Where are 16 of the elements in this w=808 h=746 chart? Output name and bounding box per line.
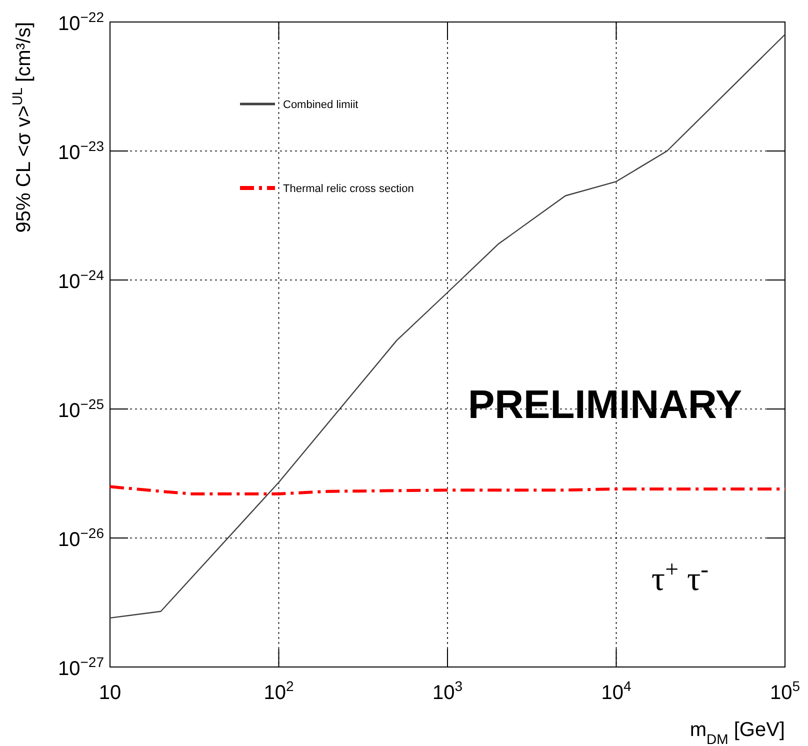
annotation: τ$^{+}$ τ$^{-}$ [651, 557, 709, 598]
x-axis-title: m$_{DM}$ [GeV] [690, 719, 785, 746]
y-tick-label: 10$^{−26}$ [58, 525, 104, 551]
x-tick-label: 10$^{4}$ [601, 678, 632, 704]
annotation: PRELIMINARY [468, 383, 742, 427]
y-tick-label: 10$^{−25}$ [58, 396, 104, 422]
x-tick-label: 10$^{5}$ [770, 678, 800, 704]
x-tick-label: 10$^{3}$ [432, 678, 463, 704]
legend-label: Combined limiit [283, 99, 358, 111]
y-tick-label: 10$^{−24}$ [58, 267, 104, 293]
x-tick-label: 10$^{2}$ [264, 678, 294, 704]
y-tick-label: 10$^{−23}$ [58, 138, 104, 164]
y-tick-label: 10$^{−22}$ [58, 9, 104, 35]
legend-label: Thermal relic cross section [283, 183, 414, 195]
y-tick-label: 10$^{−27}$ [58, 654, 104, 680]
x-tick-label: 10 [98, 682, 122, 704]
